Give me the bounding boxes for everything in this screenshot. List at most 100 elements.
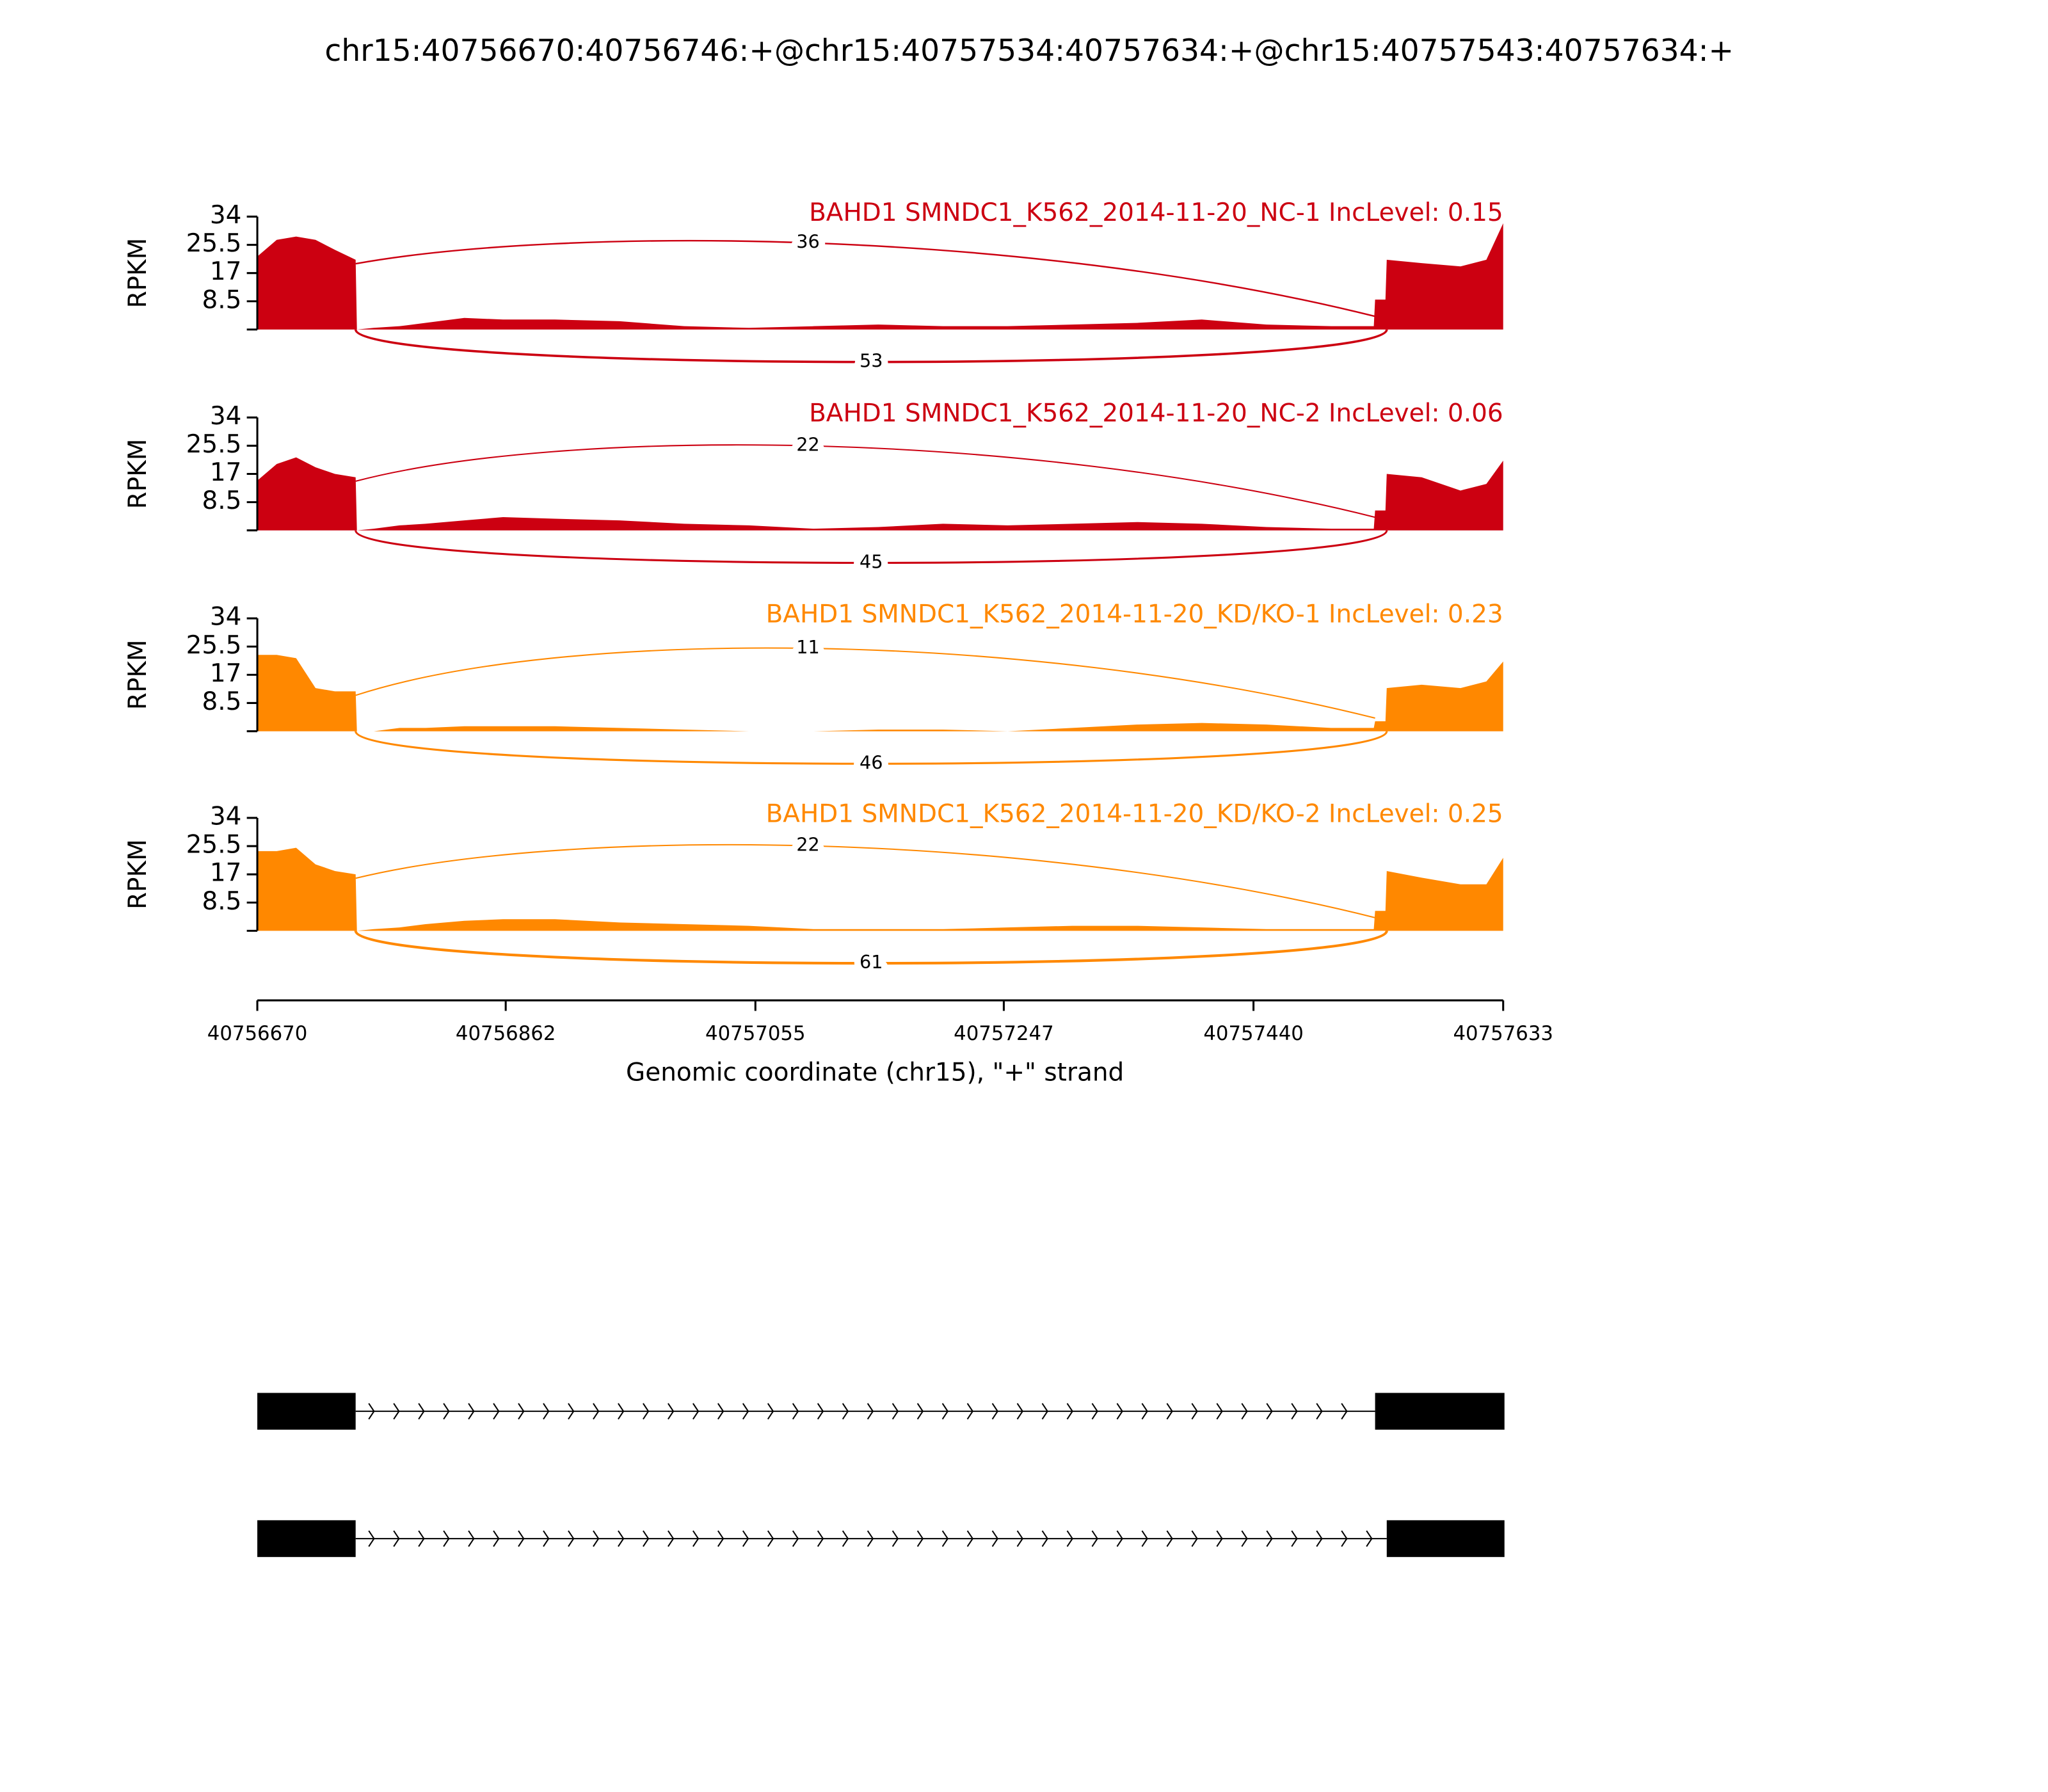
- strand-chevron: [991, 1403, 998, 1420]
- panel-title: BAHD1 SMNDC1_K562_2014-11-20_NC-2 IncLev…: [809, 399, 1503, 428]
- exon: [257, 1520, 356, 1557]
- strand-chevron: [418, 1403, 425, 1420]
- strand-chevron: [792, 1403, 799, 1420]
- strand-chevron: [493, 1403, 500, 1420]
- strand-chevron: [1191, 1403, 1198, 1420]
- coverage-area: [257, 655, 1503, 732]
- y-tick-label: 17: [210, 458, 242, 487]
- strand-chevron: [1166, 1403, 1173, 1420]
- x-tick-label: 40757633: [1453, 1022, 1553, 1045]
- junction-arc: [355, 730, 1388, 765]
- y-tick-label: 8.5: [202, 285, 241, 314]
- strand-chevron: [941, 1403, 949, 1420]
- junction-arc: [355, 444, 1375, 518]
- strand-chevron: [668, 1403, 675, 1420]
- strand-chevron: [742, 1403, 749, 1420]
- y-tick-label: 25.5: [186, 831, 242, 860]
- strand-chevron: [568, 1530, 575, 1547]
- coverage-area: [257, 847, 1503, 931]
- strand-chevron: [668, 1530, 675, 1547]
- strand-chevron: [1141, 1403, 1148, 1420]
- strand-chevron: [643, 1403, 650, 1420]
- strand-chevron: [368, 1403, 375, 1420]
- strand-chevron: [1066, 1530, 1073, 1547]
- y-tick-label: 17: [210, 859, 242, 888]
- strand-chevron: [468, 1530, 475, 1547]
- strand-chevron: [1191, 1530, 1198, 1547]
- strand-chevron: [1341, 1530, 1348, 1547]
- junction-arc: [355, 530, 1388, 564]
- x-tick-label: 40756670: [207, 1022, 308, 1045]
- strand-chevron: [1141, 1530, 1148, 1547]
- y-axis-label: RPKM: [124, 439, 152, 509]
- strand-chevron: [867, 1403, 874, 1420]
- junction-label: 53: [860, 350, 883, 372]
- junction-label: 22: [796, 434, 820, 456]
- strand-chevron: [443, 1403, 450, 1420]
- strand-chevron: [1241, 1530, 1248, 1547]
- x-tick-label: 40756862: [456, 1022, 556, 1045]
- strand-chevron: [742, 1530, 749, 1547]
- junction-arc: [354, 930, 1388, 965]
- y-tick-label: 25.5: [186, 430, 242, 459]
- strand-chevron: [643, 1530, 650, 1547]
- strand-chevron: [1016, 1403, 1023, 1420]
- x-tick-label: 40757055: [705, 1022, 806, 1045]
- panel-title: BAHD1 SMNDC1_K562_2014-11-20_NC-1 IncLev…: [809, 198, 1503, 227]
- x-tick-label: 40757440: [1203, 1022, 1304, 1045]
- strand-chevron: [1091, 1403, 1098, 1420]
- y-tick-label: 8.5: [202, 887, 241, 916]
- strand-chevron: [1366, 1530, 1373, 1547]
- strand-chevron: [1041, 1530, 1048, 1547]
- strand-chevron: [1091, 1530, 1098, 1547]
- strand-chevron: [1041, 1403, 1048, 1420]
- strand-chevron: [593, 1403, 600, 1420]
- junction-arc: [355, 239, 1375, 317]
- strand-chevron: [966, 1403, 974, 1420]
- strand-chevron: [1341, 1403, 1348, 1420]
- y-tick-label: 34: [210, 201, 242, 230]
- y-tick-label: 25.5: [186, 229, 242, 258]
- junction-arc: [355, 647, 1375, 719]
- y-tick-label: 8.5: [202, 687, 241, 716]
- strand-chevron: [1216, 1530, 1223, 1547]
- strand-chevron: [593, 1530, 600, 1547]
- strand-chevron: [568, 1403, 575, 1420]
- strand-chevron: [941, 1530, 949, 1547]
- exon: [1386, 1520, 1505, 1557]
- strand-chevron: [692, 1530, 700, 1547]
- strand-chevron: [842, 1530, 849, 1547]
- strand-chevron: [892, 1530, 899, 1547]
- strand-chevron: [767, 1403, 774, 1420]
- strand-chevron: [493, 1530, 500, 1547]
- strand-chevron: [717, 1530, 724, 1547]
- figure-title: chr15:40756670:40756746:+@chr15:40757534…: [324, 33, 1734, 68]
- y-axis-label: RPKM: [124, 839, 152, 909]
- junction-arc: [355, 844, 1375, 918]
- strand-chevron: [1116, 1403, 1123, 1420]
- strand-chevron: [817, 1530, 824, 1547]
- y-axis-label: RPKM: [124, 238, 152, 308]
- y-tick-label: 25.5: [186, 631, 242, 660]
- strand-chevron: [443, 1530, 450, 1547]
- x-tick-label: 40757247: [954, 1022, 1054, 1045]
- strand-chevron: [1241, 1403, 1248, 1420]
- y-tick-label: 17: [210, 257, 242, 286]
- junction-label: 61: [860, 951, 883, 973]
- strand-chevron: [618, 1403, 625, 1420]
- junction-label: 36: [796, 230, 820, 252]
- strand-chevron: [543, 1403, 550, 1420]
- strand-chevron: [518, 1530, 525, 1547]
- strand-chevron: [991, 1530, 998, 1547]
- strand-chevron: [1316, 1403, 1323, 1420]
- strand-chevron: [1291, 1530, 1298, 1547]
- panel-title: BAHD1 SMNDC1_K562_2014-11-20_KD/KO-1 Inc…: [766, 600, 1503, 629]
- strand-chevron: [1316, 1530, 1323, 1547]
- strand-chevron: [393, 1530, 400, 1547]
- x-axis-label: Genomic coordinate (chr15), "+" strand: [626, 1058, 1124, 1087]
- strand-chevron: [842, 1403, 849, 1420]
- y-tick-label: 34: [210, 402, 242, 431]
- strand-chevron: [717, 1403, 724, 1420]
- strand-chevron: [792, 1530, 799, 1547]
